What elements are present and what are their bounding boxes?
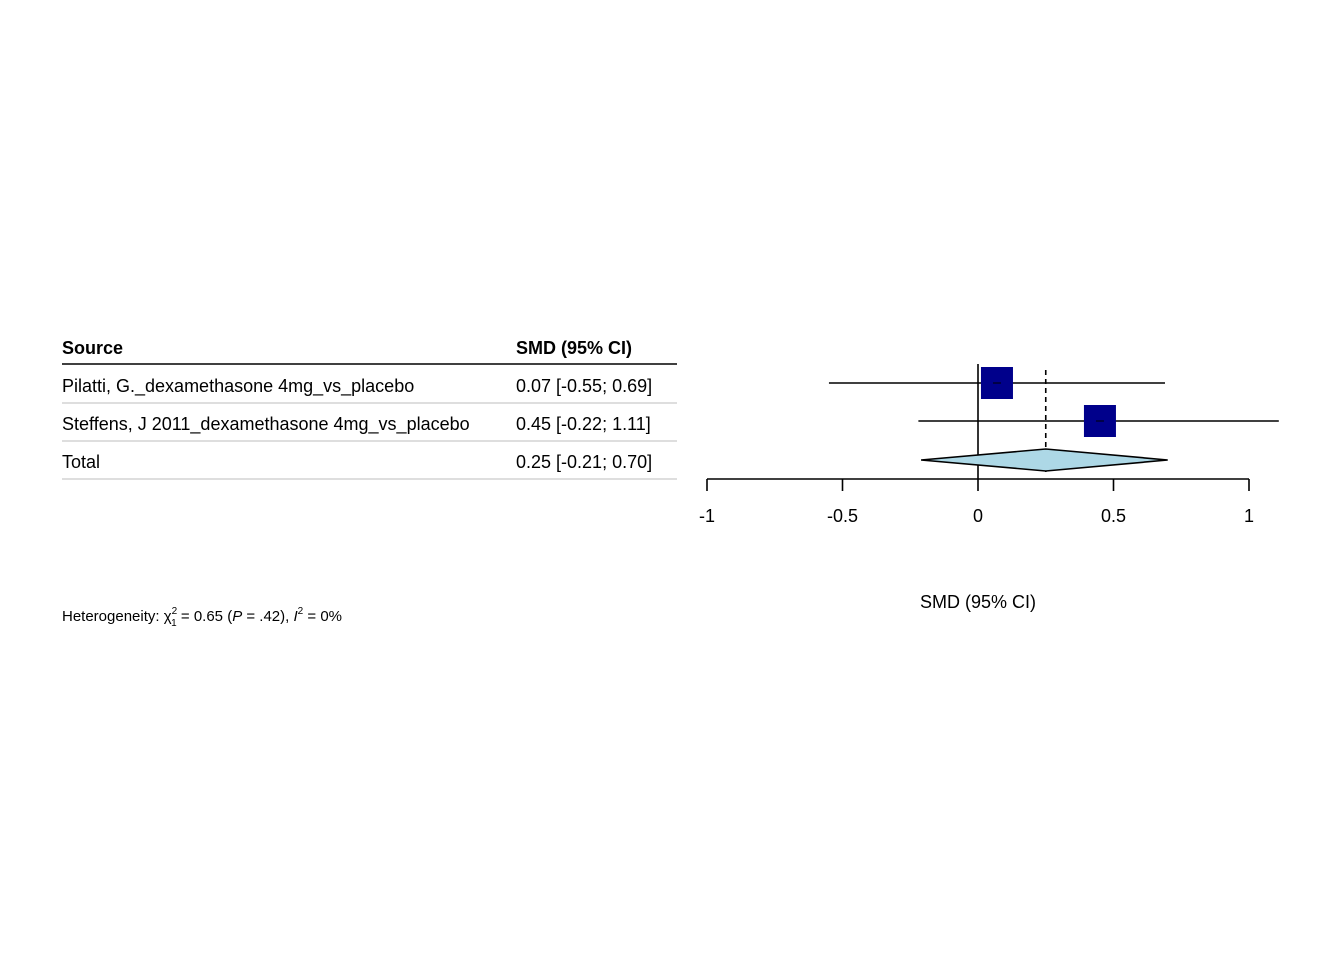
plot-area: -1 -0.5 0 0.5 1	[699, 364, 1279, 526]
x-axis-title: SMD (95% CI)	[920, 592, 1036, 612]
i-superscript: 2	[298, 606, 304, 617]
study-source-label: Pilatti, G._dexamethasone 4mg_vs_placebo	[62, 376, 414, 397]
p-symbol: P	[232, 608, 242, 625]
study-source-label: Steffens, J 2011_dexamethasone 4mg_vs_pl…	[62, 414, 470, 435]
x-axis-tick-label: 0.5	[1101, 506, 1126, 526]
chi-value: = 0.65 (	[177, 608, 232, 625]
x-axis-tick-label: -1	[699, 506, 715, 526]
x-axis-tick-label: 0	[973, 506, 983, 526]
pooled-effect-diamond	[921, 448, 1168, 472]
effect-column-header: SMD (95% CI)	[516, 338, 632, 358]
p-value: = .42),	[242, 608, 293, 625]
chi-symbol: χ	[164, 608, 172, 625]
i-symbol: I	[293, 608, 297, 625]
chi-superscript: 2	[172, 606, 178, 617]
x-axis-tick-label: -0.5	[827, 506, 858, 526]
study-ci-label: 0.45 [-0.22; 1.11]	[516, 414, 651, 434]
heterogeneity-prefix: Heterogeneity:	[62, 608, 164, 625]
i-value: = 0%	[303, 608, 342, 625]
source-column-header: Source	[62, 338, 123, 358]
x-axis-tick-label: 1	[1244, 506, 1254, 526]
total-source-label: Total	[62, 452, 100, 472]
heterogeneity-statistic: Heterogeneity: χ2 1 = 0.65 (P = .42), I2 …	[62, 606, 342, 629]
study-ci-label: 0.07 [-0.55; 0.69]	[516, 376, 652, 396]
chi-subscript: 1	[171, 618, 177, 629]
total-ci-label: 0.25 [-0.21; 0.70]	[516, 452, 652, 472]
